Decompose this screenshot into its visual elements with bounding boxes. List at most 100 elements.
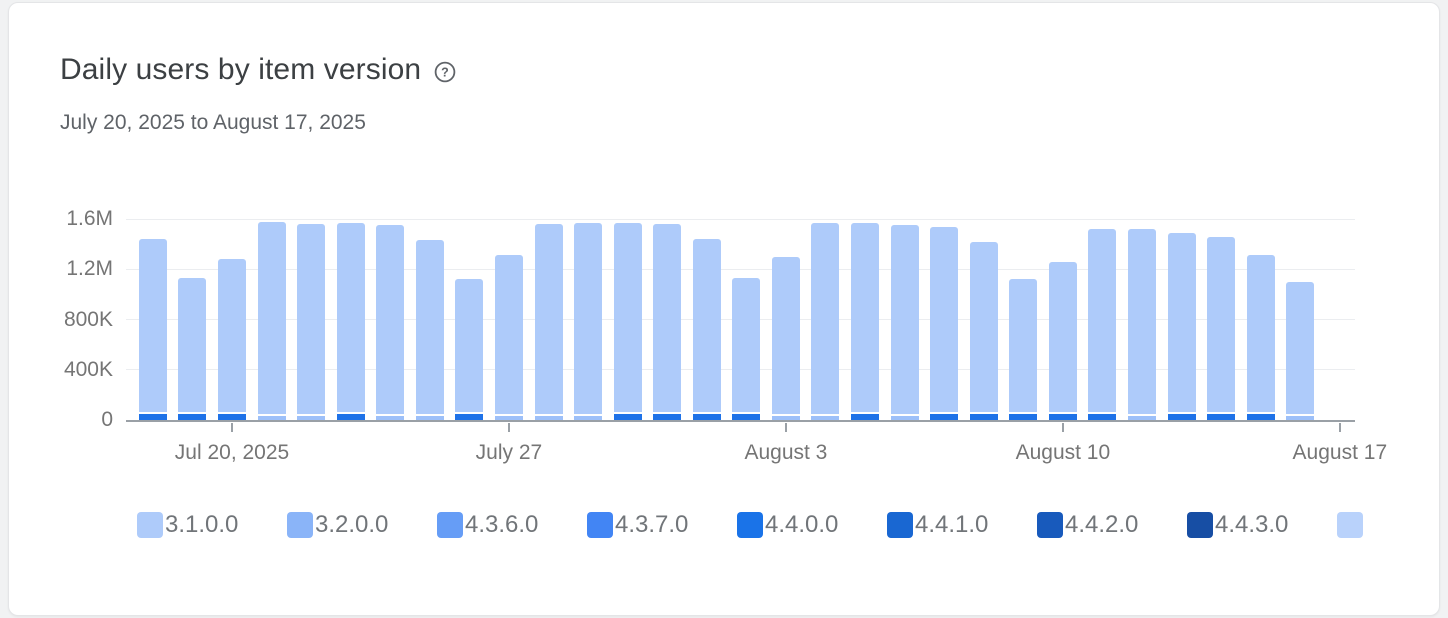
bar-day-27[interactable] bbox=[1167, 232, 1196, 420]
bar-day-23[interactable] bbox=[1009, 279, 1038, 420]
bar-segment-main bbox=[138, 239, 167, 413]
bar-segment-main bbox=[1088, 229, 1117, 413]
legend-label: 4.4.2.0 bbox=[1065, 511, 1139, 538]
page-title: Daily users by item version bbox=[60, 52, 421, 88]
bar-day-7[interactable] bbox=[376, 225, 405, 420]
gridline bbox=[126, 218, 1355, 220]
bar-day-26[interactable] bbox=[1128, 229, 1157, 420]
legend-label: 4.4.1.0 bbox=[915, 511, 989, 538]
legend-label: 4.4.3.0 bbox=[1215, 511, 1289, 538]
legend-item-4.4.2.0: 4.4.2.0 bbox=[1037, 509, 1187, 541]
bar-day-9[interactable] bbox=[455, 279, 484, 420]
daily-users-chart: 1.6M 1.2M 800K 400K 0 Jul 20, 2025 July 27 Augu… bbox=[9, 3, 1439, 615]
bar-segment-main bbox=[218, 259, 246, 413]
bar-day-5[interactable] bbox=[297, 224, 326, 420]
bar-day-15[interactable] bbox=[692, 239, 721, 420]
bar-segment-others bbox=[969, 414, 998, 420]
bar-day-19[interactable] bbox=[851, 222, 880, 420]
bar-segment-others bbox=[534, 416, 563, 420]
bar-day-11[interactable] bbox=[534, 224, 563, 420]
bar-segment-others bbox=[1207, 414, 1236, 420]
bar-segment-others bbox=[1128, 416, 1157, 420]
bar-segment-main bbox=[692, 239, 721, 413]
bar-segment-main bbox=[1009, 279, 1038, 413]
x-axis-label: August 17 bbox=[1292, 441, 1388, 464]
x-axis-label: Jul 20, 2025 bbox=[174, 441, 290, 464]
bar-segment-main bbox=[890, 225, 919, 415]
bar-segment-main bbox=[336, 222, 365, 413]
bar-segment-others bbox=[415, 416, 444, 420]
bar-segment-others bbox=[692, 414, 721, 420]
bar-day-1[interactable] bbox=[138, 239, 167, 420]
bar-day-29[interactable] bbox=[1246, 255, 1275, 420]
bar-segment-main bbox=[534, 224, 563, 415]
bar-segment-main bbox=[297, 224, 326, 415]
bar-day-22[interactable] bbox=[969, 241, 998, 420]
legend-label: 3.1.0.0 bbox=[165, 511, 239, 538]
y-axis-label: 1.6M bbox=[66, 207, 113, 230]
bar-segment-main bbox=[1207, 236, 1236, 413]
y-axis-label: 1.2M bbox=[66, 257, 113, 281]
legend-item-3.2.0.0: 3.2.0.0 bbox=[287, 509, 437, 541]
legend-swatch bbox=[137, 512, 163, 538]
bar-day-3[interactable] bbox=[218, 259, 246, 420]
bar-segment-main bbox=[178, 278, 207, 413]
bar-day-28[interactable] bbox=[1207, 236, 1236, 420]
bar-segment-main bbox=[1048, 261, 1077, 413]
bar-day-24[interactable] bbox=[1048, 261, 1077, 420]
x-axis-tick bbox=[231, 423, 233, 432]
bar-segment-others bbox=[771, 416, 800, 420]
y-axis-label: 0 bbox=[101, 408, 113, 431]
bar-day-4[interactable] bbox=[257, 221, 286, 420]
legend-label: 4.3.7.0 bbox=[615, 511, 689, 538]
legend-item-4.4.0.0: 4.4.0.0 bbox=[737, 509, 887, 541]
bar-segment-others bbox=[218, 414, 246, 420]
bar-segment-main bbox=[1286, 281, 1315, 415]
legend-swatch bbox=[437, 512, 463, 538]
bar-day-30[interactable] bbox=[1286, 281, 1315, 420]
legend-label: 4.4.0.0 bbox=[765, 511, 839, 538]
bar-segment-others bbox=[1009, 414, 1038, 420]
bar-day-10[interactable] bbox=[494, 255, 523, 420]
bar-day-16[interactable] bbox=[732, 278, 761, 420]
svg-text:?: ? bbox=[441, 65, 449, 79]
legend-label: 4.3.6.0 bbox=[465, 511, 539, 538]
bar-segment-others bbox=[494, 416, 523, 420]
bar-segment-others bbox=[1246, 414, 1275, 420]
bar-segment-main bbox=[732, 278, 761, 413]
bar-day-17[interactable] bbox=[771, 256, 800, 420]
daily-users-card: Daily users by item version ? July 20, 2… bbox=[8, 2, 1440, 616]
bar-segment-others bbox=[257, 416, 286, 420]
legend-swatch bbox=[737, 512, 763, 538]
bar-segment-others bbox=[1048, 414, 1077, 420]
help-circle-icon[interactable]: ? bbox=[433, 60, 457, 84]
bar-segment-others bbox=[297, 416, 326, 420]
x-axis-tick bbox=[784, 423, 787, 432]
bar-segment-others bbox=[336, 414, 365, 420]
bar-day-2[interactable] bbox=[178, 278, 207, 420]
bar-segment-others bbox=[613, 414, 642, 420]
bar-day-6[interactable] bbox=[336, 222, 365, 420]
legend-item-4.3.6.0: 4.3.6.0 bbox=[437, 509, 587, 541]
bar-day-20[interactable] bbox=[890, 225, 919, 420]
bar-day-25[interactable] bbox=[1088, 229, 1117, 420]
y-axis-label: 400K bbox=[63, 357, 113, 381]
bar-segment-main bbox=[455, 279, 484, 413]
legend-item-4.4.3.0: 4.4.3.0 bbox=[1187, 509, 1337, 541]
bar-day-8[interactable] bbox=[415, 240, 444, 420]
bar-segment-main bbox=[613, 222, 642, 413]
bar-day-21[interactable] bbox=[930, 226, 959, 420]
legend-swatch bbox=[1337, 512, 1363, 538]
bar-day-13[interactable] bbox=[613, 222, 642, 420]
bar-segment-others bbox=[890, 416, 919, 420]
bar-day-18[interactable] bbox=[811, 222, 840, 420]
bar-segment-others bbox=[851, 414, 880, 420]
bar-segment-others bbox=[376, 416, 405, 420]
legend-swatch bbox=[587, 512, 613, 538]
bar-day-14[interactable] bbox=[653, 224, 682, 420]
bar-segment-main bbox=[851, 222, 880, 413]
x-axis-line bbox=[126, 420, 1355, 422]
bar-segment-main bbox=[1128, 229, 1157, 415]
bar-day-12[interactable] bbox=[574, 222, 603, 420]
card-content: Daily users by item version ? July 20, 2… bbox=[9, 3, 1439, 615]
